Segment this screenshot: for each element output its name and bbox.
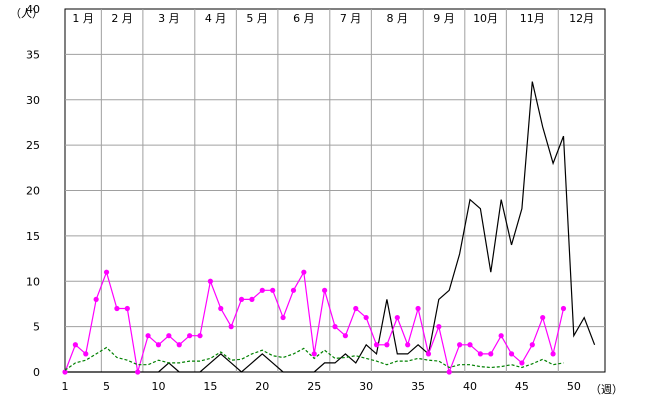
series-point	[384, 342, 390, 348]
series-point	[373, 342, 380, 348]
series-point	[529, 342, 535, 348]
y-tick-label: 40	[26, 3, 40, 16]
y-tick-label: 5	[33, 321, 40, 334]
series-point	[176, 342, 182, 348]
series-point	[457, 342, 463, 348]
x-axis-ticks: 1 5 10 15 20 25 30 35 40 45 50	[62, 380, 581, 393]
series-point	[342, 333, 348, 339]
series-layer	[62, 81, 596, 375]
series-point	[353, 305, 359, 312]
series-point	[238, 296, 245, 302]
month-label: 9 月	[433, 12, 455, 25]
series-point	[145, 333, 151, 339]
x-tick-label: 25	[307, 380, 321, 393]
y-axis-ticks: 0 5 10 15 20 25 30 35 40	[26, 3, 40, 379]
x-tick-label: 30	[359, 380, 373, 393]
series-point	[508, 351, 515, 357]
series-point	[425, 351, 432, 357]
series-point	[467, 342, 473, 348]
series-point	[270, 287, 276, 293]
series-point	[301, 269, 307, 275]
y-tick-label: 15	[26, 230, 40, 243]
month-label: 6 月	[293, 12, 315, 25]
series-point	[540, 314, 546, 321]
y-tick-label: 35	[26, 48, 40, 61]
y-tick-label: 30	[26, 94, 40, 107]
series-point	[103, 269, 110, 275]
x-tick-label: 50	[567, 380, 581, 393]
series-line	[65, 81, 596, 373]
series-line	[64, 346, 564, 371]
series-point	[197, 333, 203, 339]
month-label: 3 月	[158, 12, 180, 25]
series-point	[332, 324, 338, 330]
x-tick-label: 1	[62, 380, 69, 393]
series-point	[446, 369, 452, 375]
series-point	[93, 296, 99, 302]
series-point	[477, 351, 483, 357]
series-line	[64, 270, 565, 375]
grid-lines	[65, 9, 605, 372]
x-tick-label: 10	[151, 380, 165, 393]
series-point	[488, 351, 494, 357]
series-point	[259, 287, 265, 293]
series-point	[155, 342, 162, 348]
y-tick-label: 0	[33, 366, 40, 379]
y-tick-label: 20	[26, 185, 40, 198]
series-point	[498, 333, 504, 339]
series-point	[187, 333, 193, 339]
series-point	[311, 351, 317, 357]
x-tick-label: 20	[255, 380, 269, 393]
x-tick-label: 5	[103, 380, 110, 393]
series-point	[218, 305, 224, 312]
y-axis-label: （人）	[10, 7, 43, 20]
series-point	[290, 287, 297, 293]
series-point	[560, 305, 567, 312]
month-label: 5 月	[246, 12, 268, 25]
series-point	[249, 296, 255, 302]
series-point	[62, 369, 68, 375]
month-label: 1 月	[72, 12, 94, 25]
series-point	[124, 305, 130, 312]
y-tick-label: 10	[26, 275, 40, 288]
series-point	[135, 369, 141, 375]
month-label: 8 月	[387, 12, 409, 25]
series-point	[322, 287, 328, 293]
series-point	[519, 360, 525, 366]
y-tick-label: 25	[26, 139, 40, 152]
series-point	[550, 351, 556, 357]
month-label: 7 月	[340, 12, 362, 25]
series-point	[114, 305, 120, 312]
x-tick-label: 35	[411, 380, 425, 393]
series-point	[394, 314, 400, 321]
series-point	[415, 305, 421, 312]
series-point	[207, 278, 213, 284]
series-point	[405, 342, 411, 348]
x-tick-label: 45	[515, 380, 529, 393]
series-point	[436, 324, 442, 330]
month-label: 12月	[569, 12, 594, 25]
month-label: 10月	[473, 12, 498, 25]
month-label: 2 月	[111, 12, 133, 25]
series-point	[228, 324, 234, 330]
month-labels: 1 月 2 月 3 月 4 月 5 月 6 月 7 月 8 月 9 月 10月 11月 12月	[72, 12, 594, 25]
series-point	[280, 314, 286, 321]
series-point	[363, 314, 369, 321]
month-label: 4 月	[205, 12, 227, 25]
series-point	[72, 342, 78, 348]
x-axis-label: （週）	[590, 383, 623, 396]
x-tick-label: 40	[463, 380, 477, 393]
x-tick-label: 15	[203, 380, 217, 393]
month-label: 11月	[520, 12, 545, 25]
series-point	[166, 333, 172, 339]
series-point	[83, 351, 89, 357]
